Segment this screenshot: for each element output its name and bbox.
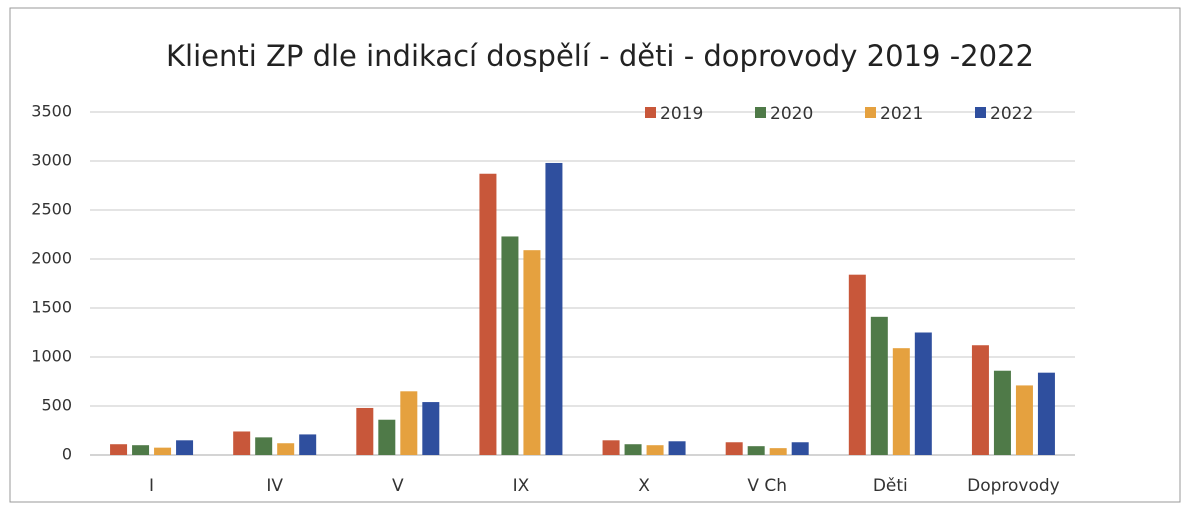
bar <box>277 443 295 455</box>
bar <box>545 162 563 455</box>
y-tick-label: 1500 <box>31 298 72 317</box>
bar <box>299 434 317 455</box>
bar <box>400 391 418 455</box>
bar <box>747 446 765 455</box>
x-tick-label: I <box>149 476 154 496</box>
y-tick-label: 500 <box>41 396 72 415</box>
bar <box>791 442 809 455</box>
y-tick-label: 2000 <box>31 249 72 268</box>
bar <box>378 419 396 455</box>
x-tick-label: IX <box>513 476 530 496</box>
legend-label: 2020 <box>770 104 813 124</box>
bar <box>110 444 128 455</box>
legend-swatch <box>865 107 876 118</box>
y-tick-label: 2500 <box>31 200 72 219</box>
x-tick-label: Doprovody <box>967 476 1060 496</box>
legend-swatch <box>645 107 656 118</box>
bar <box>971 345 989 455</box>
bar <box>602 440 620 455</box>
bar <box>624 444 642 455</box>
bar <box>993 370 1011 455</box>
y-tick-label: 0 <box>62 445 72 464</box>
bar <box>501 236 519 455</box>
bar <box>1015 385 1033 455</box>
legend-swatch <box>975 107 986 118</box>
bar <box>523 250 541 455</box>
bar <box>479 173 497 456</box>
bar <box>769 448 787 455</box>
bar <box>255 437 273 455</box>
bar <box>725 442 743 455</box>
bar <box>154 447 172 455</box>
y-tick-label: 1000 <box>31 347 72 366</box>
bar <box>422 402 440 455</box>
bar <box>1037 372 1055 455</box>
chart-title: Klienti ZP dle indikací dospělí - děti -… <box>166 39 1034 73</box>
y-tick-label: 3000 <box>31 151 72 170</box>
bar <box>176 440 194 455</box>
bar <box>870 316 888 455</box>
bar <box>892 348 910 455</box>
x-tick-label: X <box>638 476 650 496</box>
legend-label: 2022 <box>990 104 1033 124</box>
bar <box>233 431 251 455</box>
legend-swatch <box>755 107 766 118</box>
bar <box>132 445 150 455</box>
bar <box>914 332 932 455</box>
x-tick-label: Děti <box>873 476 908 496</box>
x-tick-label: V Ch <box>747 476 787 496</box>
bar <box>848 274 866 455</box>
legend-label: 2021 <box>880 104 923 124</box>
bar <box>646 445 664 455</box>
y-tick-label: 3500 <box>31 102 72 121</box>
bar <box>356 407 374 455</box>
legend-label: 2019 <box>660 104 703 124</box>
bar <box>668 441 686 455</box>
x-tick-label: IV <box>266 476 283 496</box>
x-tick-label: V <box>392 476 404 496</box>
